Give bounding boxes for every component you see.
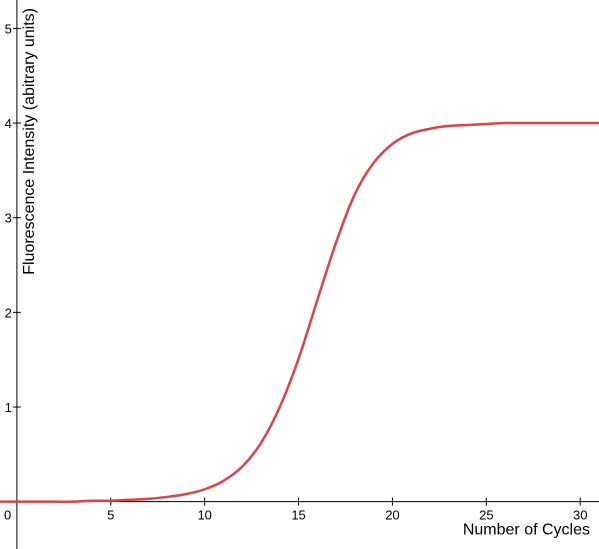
x-tick-label: 15 (291, 508, 305, 523)
x-tick-label: 5 (107, 508, 114, 523)
y-tick-label: 2 (5, 305, 12, 320)
y-tick-label: 3 (5, 211, 12, 226)
y-tick-label: 4 (5, 116, 12, 131)
x-axis-title: Number of Cycles (463, 522, 590, 539)
y-tick-label: 5 (5, 21, 12, 36)
x-tick-label: 25 (479, 508, 493, 523)
y-axis-title: Fluorescence Intensity (abitrary units) (21, 8, 38, 275)
x-axis-ticks: 5 10 15 20 25 30 (107, 497, 587, 523)
x-tick-label: 30 (573, 508, 587, 523)
x-tick-label: 10 (197, 508, 211, 523)
origin-label: 0 (4, 508, 11, 523)
y-axis-ticks: 1 2 3 4 5 (5, 21, 21, 415)
x-tick-label: 20 (385, 508, 399, 523)
fluorescence-curve (0, 121, 599, 503)
y-tick-label: 1 (5, 400, 12, 415)
